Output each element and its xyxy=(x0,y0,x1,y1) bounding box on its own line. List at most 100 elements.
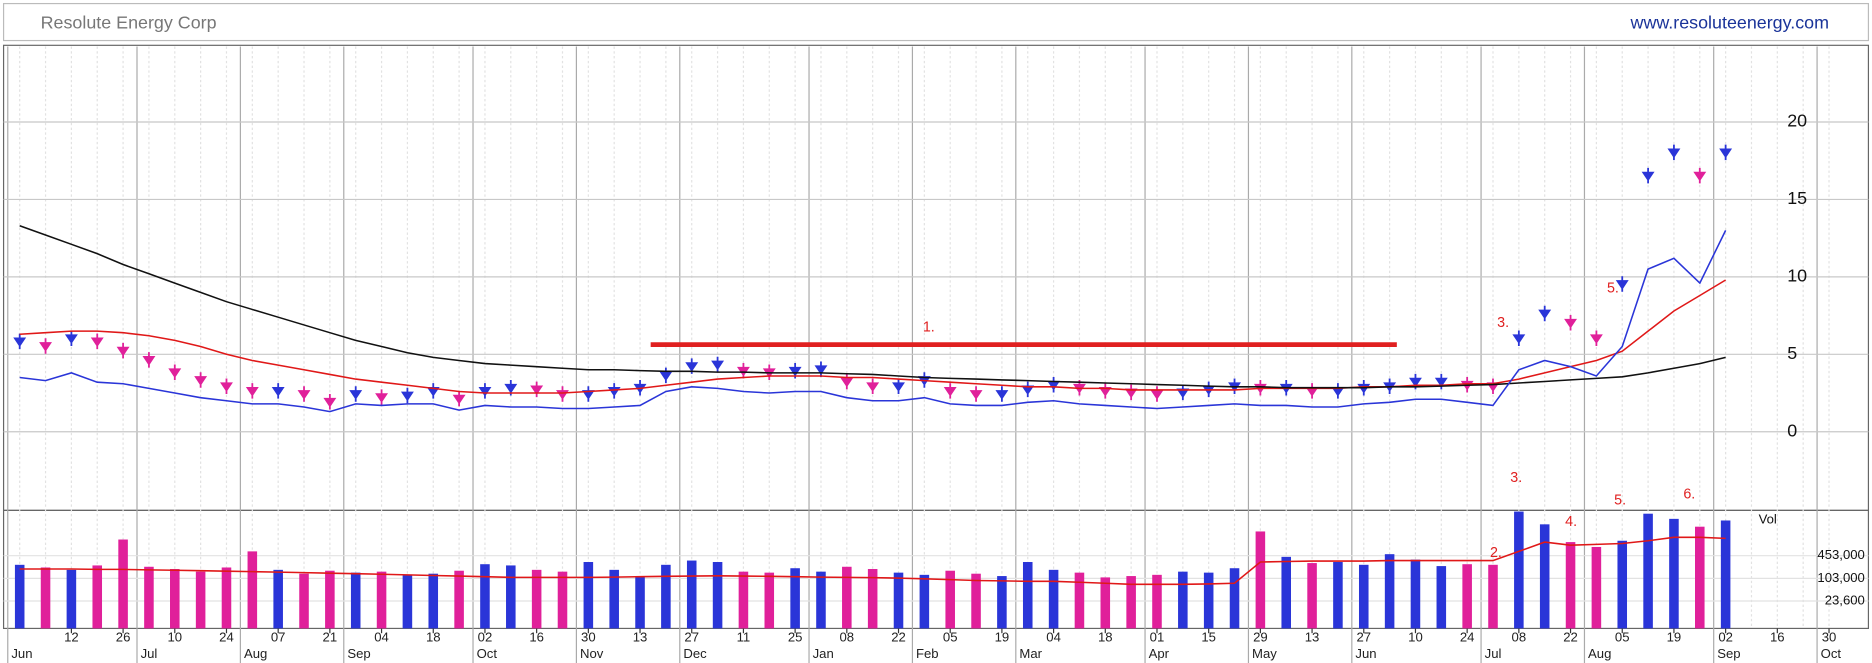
volume-bar xyxy=(1591,546,1602,629)
price-marker xyxy=(814,361,828,377)
y-tick-label: 0 xyxy=(1787,420,1797,440)
month-label: Sep xyxy=(347,646,370,661)
month-label: Jun xyxy=(11,646,32,661)
volume-bar xyxy=(247,551,258,629)
price-marker xyxy=(245,383,259,399)
volume-bar xyxy=(816,571,826,629)
price-marker xyxy=(194,372,208,388)
volume-bar xyxy=(350,572,361,629)
price-marker xyxy=(116,342,130,359)
volume-bar xyxy=(893,572,904,629)
price-marker xyxy=(168,364,182,381)
volume-bar xyxy=(1462,564,1472,629)
x-tick-label: 05 xyxy=(943,629,958,644)
line-series xyxy=(19,225,1726,389)
volume-bar xyxy=(661,564,671,629)
line-series xyxy=(19,279,1727,394)
price-marker xyxy=(1615,276,1629,292)
volume-bar xyxy=(531,569,542,629)
volume-bar xyxy=(170,569,180,629)
x-tick-label: 18 xyxy=(1098,629,1113,644)
volume-bar xyxy=(1514,511,1524,629)
x-tick-label: 13 xyxy=(1305,629,1320,644)
month-label: Aug xyxy=(244,646,267,661)
x-tick-label: 27 xyxy=(1356,629,1371,644)
price-marker xyxy=(556,386,569,402)
x-tick-label: 02 xyxy=(478,629,493,644)
volume-bar xyxy=(1178,571,1188,629)
x-tick-label: 22 xyxy=(891,629,906,644)
price-marker xyxy=(969,386,983,402)
annotation: 5. xyxy=(1614,493,1626,509)
volume-bar xyxy=(195,571,206,629)
price-marker xyxy=(530,381,544,398)
volume-bar xyxy=(428,573,439,629)
volume-bar xyxy=(1565,542,1576,629)
x-tick-label: 30 xyxy=(581,629,596,644)
volume-bar xyxy=(686,560,697,629)
price-marker xyxy=(478,383,492,399)
volume-bar xyxy=(919,574,930,629)
volume-tick-label: 23,600 xyxy=(1825,592,1865,607)
price-marker xyxy=(90,333,104,350)
volume-bar xyxy=(1022,562,1033,629)
x-tick-label: 04 xyxy=(374,629,389,644)
month-label: May xyxy=(1252,646,1277,661)
price-marker xyxy=(39,338,52,354)
x-tick-label: 22 xyxy=(1563,629,1578,644)
annotation: 3. xyxy=(1497,315,1509,331)
volume-bar xyxy=(557,571,568,629)
volume-bar xyxy=(1539,524,1550,629)
volume-bar xyxy=(764,572,775,629)
annotation: 4. xyxy=(1565,514,1577,530)
month-label: Jul xyxy=(1485,646,1502,661)
volume-bar xyxy=(609,569,619,629)
volume-bar xyxy=(1358,564,1369,629)
volume-bar xyxy=(1074,572,1085,629)
volume-bar xyxy=(92,565,103,629)
month-label: Jul xyxy=(141,646,158,661)
volume-bar xyxy=(867,569,878,629)
price-marker xyxy=(13,333,27,350)
price-marker xyxy=(1538,305,1552,322)
volume-bar xyxy=(1695,526,1705,629)
grid: Jun 12 26 Jul 10 24 Aug 07 21 Sep 04 18 02 Oct 16 30 Nov… xyxy=(3,46,1869,663)
x-tick-label: 02 xyxy=(1718,629,1733,644)
x-tick-label: 24 xyxy=(219,629,234,644)
x-tick-label: 19 xyxy=(995,629,1010,644)
price-marker xyxy=(840,373,854,390)
month-label: Sep xyxy=(1717,646,1740,661)
month-label: Oct xyxy=(477,646,498,661)
company-url[interactable]: www.resoluteenergy.com xyxy=(1630,13,1829,33)
price-marker xyxy=(736,363,750,379)
volume-axis-label: Vol xyxy=(1759,511,1777,526)
price-marker xyxy=(220,378,233,394)
month-label: Apr xyxy=(1149,646,1170,661)
volume-bar xyxy=(144,566,154,629)
y-tick-label: 10 xyxy=(1787,266,1807,286)
volume-bar xyxy=(299,573,309,629)
price-marker xyxy=(1512,330,1526,346)
x-tick-label: 08 xyxy=(840,629,855,644)
price-marker xyxy=(607,383,621,399)
volume-bar xyxy=(738,571,749,629)
annotation: 3. xyxy=(1510,470,1522,486)
price-marker xyxy=(375,389,389,405)
x-tick-label: 13 xyxy=(633,629,648,644)
price-marker xyxy=(711,356,725,373)
volume-bar xyxy=(325,570,335,629)
x-tick-label: 04 xyxy=(1046,629,1061,644)
annotation: 5. xyxy=(1607,280,1619,296)
y-tick-label: 20 xyxy=(1787,111,1807,131)
volume-bar xyxy=(1643,513,1653,629)
volume-bar xyxy=(1669,518,1679,629)
x-tick-label: 19 xyxy=(1667,629,1682,644)
y-tick-label: 5 xyxy=(1787,343,1797,363)
month-label: Dec xyxy=(683,646,707,661)
price-marker xyxy=(400,387,414,404)
annotation: 2. xyxy=(1490,545,1502,561)
volume-bar xyxy=(1333,562,1343,629)
